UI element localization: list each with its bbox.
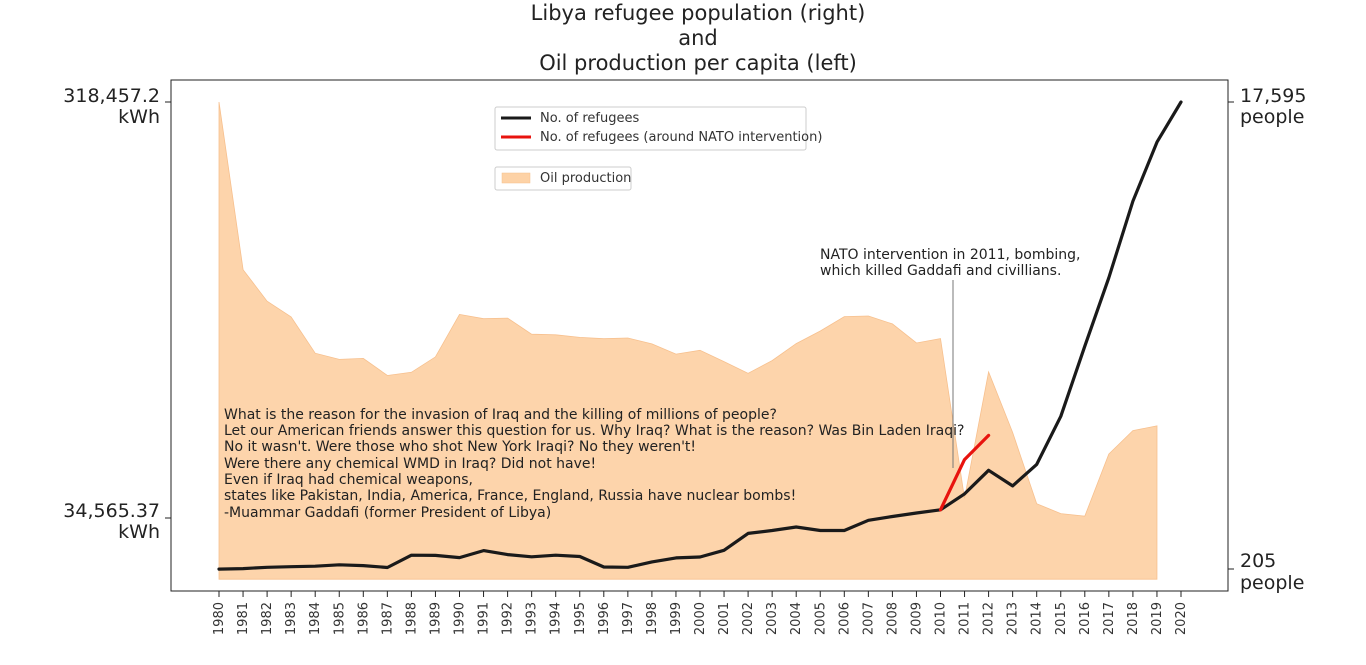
nato-annotation: NATO intervention in 2011, bombing, whic… — [820, 247, 1080, 468]
x-tick-label-2005: 2005 — [813, 602, 828, 635]
legend-area: Oil production — [494, 166, 632, 191]
quote-line-4: Were there any chemical WMD in Iraq? Did… — [224, 456, 596, 472]
x-tick-label-2014: 2014 — [1030, 602, 1045, 635]
x-tick-label-2013: 2013 — [1006, 602, 1021, 635]
x-tick-label-1997: 1997 — [621, 602, 636, 635]
quote-line-7: -Muammar Gaddafi (former President of Li… — [224, 505, 551, 521]
legend-lines: No. of refugees No. of refugees (around … — [494, 106, 822, 151]
x-tick-label-2018: 2018 — [1126, 602, 1141, 635]
quote-line-2: Let our American friends answer this que… — [224, 423, 964, 439]
x-tick-label-2015: 2015 — [1054, 602, 1069, 635]
left-axis: 318,457.2 kWh 34,565.37 kWh — [63, 85, 171, 543]
title-line-3: Oil production per capita (left) — [539, 51, 857, 75]
x-tick-label-1988: 1988 — [404, 602, 419, 635]
x-tick-label-2020: 2020 — [1174, 602, 1189, 635]
oil-production-area — [218, 101, 1158, 580]
x-tick-label-2007: 2007 — [861, 602, 876, 635]
x-tick-label-1983: 1983 — [284, 602, 299, 635]
gaddafi-quote: What is the reason for the invasion of I… — [224, 407, 964, 521]
x-tick-label-1994: 1994 — [549, 602, 564, 635]
left-tick-label-bottom: 34,565.37 — [63, 500, 160, 522]
right-axis: 17,595 people 205 people — [1228, 85, 1306, 594]
x-tick-label-1993: 1993 — [525, 602, 540, 635]
quote-line-3: No it wasn't. Were those who shot New Yo… — [224, 439, 696, 455]
x-tick-label-2019: 2019 — [1150, 602, 1165, 635]
legend-oil-swatch — [501, 172, 531, 184]
x-tick-label-2016: 2016 — [1078, 602, 1093, 635]
right-tick-label-bottom: 205 — [1240, 550, 1276, 572]
quote-line-6: states like Pakistan, India, America, Fr… — [224, 488, 796, 504]
right-unit-top: people — [1240, 106, 1304, 128]
legend-refugees-label: No. of refugees — [540, 111, 639, 126]
x-tick-label-2004: 2004 — [789, 602, 804, 635]
right-tick-label-top: 17,595 — [1240, 85, 1306, 107]
x-tick-label-2008: 2008 — [885, 602, 900, 635]
left-unit-top: kWh — [118, 106, 160, 128]
title-line-2: and — [678, 26, 718, 50]
x-tick-label-1991: 1991 — [477, 602, 492, 635]
plot-area — [217, 100, 1183, 580]
x-tick-label-1982: 1982 — [260, 602, 275, 635]
x-tick-label-2011: 2011 — [958, 602, 973, 635]
left-unit-bottom: kWh — [118, 521, 160, 543]
legend-lines-box — [494, 106, 807, 151]
annotation-line-2: which killed Gaddafi and civillians. — [820, 263, 1061, 279]
x-tick-label-2002: 2002 — [741, 602, 756, 635]
x-tick-label-1984: 1984 — [308, 602, 323, 635]
x-tick-label-2009: 2009 — [909, 602, 924, 635]
x-tick-label-2003: 2003 — [765, 602, 780, 635]
x-tick-label-2001: 2001 — [717, 602, 732, 635]
x-axis: 1980 1981 1982 1983 1984 1985 1986 1987 1988 1989… — [212, 591, 1189, 635]
quote-line-1: What is the reason for the invasion of I… — [224, 407, 777, 423]
x-tick-label-1980: 1980 — [212, 602, 227, 635]
x-tick-label-2006: 2006 — [837, 602, 852, 635]
x-tick-label-1989: 1989 — [428, 602, 443, 635]
x-tick-label-2017: 2017 — [1102, 602, 1117, 635]
annotation-line-1: NATO intervention in 2011, bombing, — [820, 247, 1080, 263]
quote-line-5: Even if Iraq had chemical weapons, — [224, 472, 473, 488]
x-tick-label-2010: 2010 — [934, 602, 949, 635]
x-tick-label-1995: 1995 — [573, 602, 588, 635]
right-unit-bottom: people — [1240, 572, 1304, 594]
title-line-1: Libya refugee population (right) — [531, 1, 866, 25]
x-tick-label-1990: 1990 — [453, 602, 468, 635]
x-tick-label-1996: 1996 — [597, 602, 612, 635]
x-tick-label-2000: 2000 — [693, 602, 708, 635]
x-tick-label-2012: 2012 — [982, 602, 997, 635]
x-tick-label-1999: 1999 — [669, 602, 684, 635]
chart-title: Libya refugee population (right) and Oil… — [531, 1, 866, 75]
x-tick-label-1986: 1986 — [356, 602, 371, 635]
x-tick-label-1998: 1998 — [645, 602, 660, 635]
x-tick-label-1987: 1987 — [380, 602, 395, 635]
x-tick-label-1981: 1981 — [236, 602, 251, 635]
legend-nato-label: No. of refugees (around NATO interventio… — [540, 130, 822, 145]
left-tick-label-top: 318,457.2 — [63, 85, 160, 107]
legend-oil-label: Oil production — [540, 171, 631, 186]
x-tick-label-1985: 1985 — [332, 602, 347, 635]
x-tick-label-1992: 1992 — [501, 602, 516, 635]
